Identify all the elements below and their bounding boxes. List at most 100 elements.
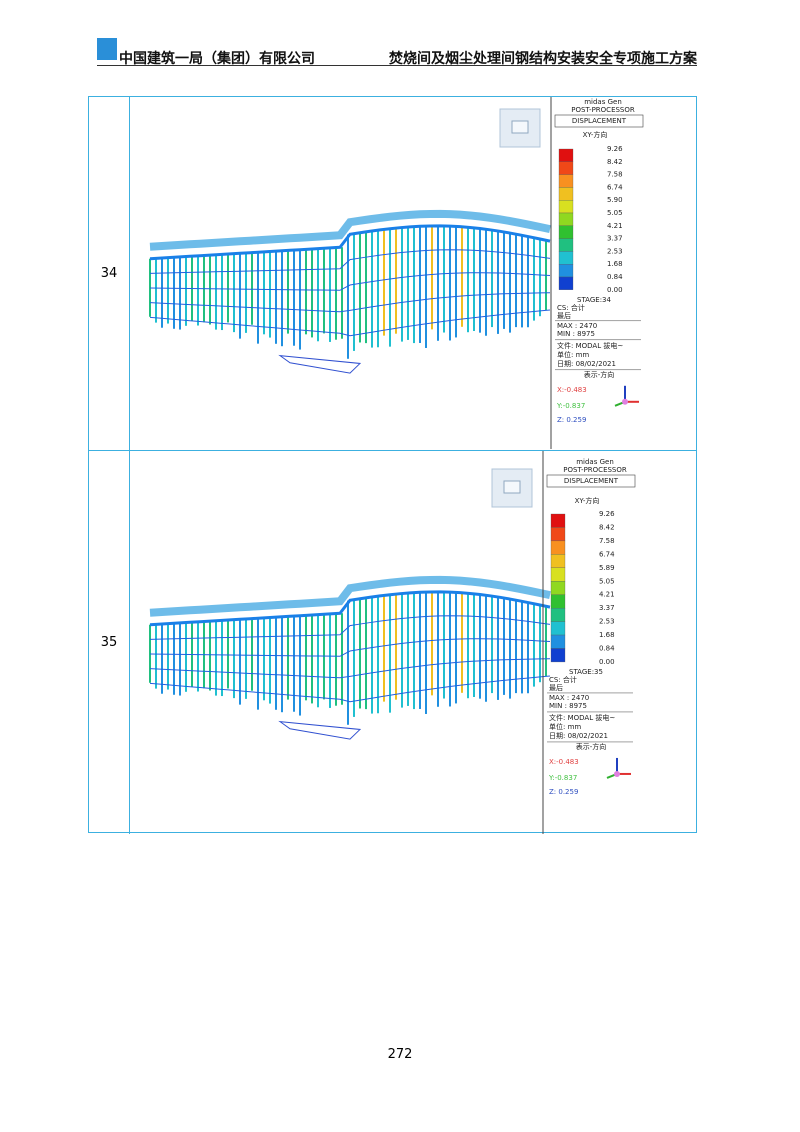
legend-swatch: [558, 148, 574, 162]
legend-swatch: [550, 540, 566, 555]
panel-component: XY-方向: [575, 496, 600, 505]
panel-z: Z: 0.259: [557, 416, 586, 424]
legend-swatch: [550, 648, 566, 663]
legend-value: 7.58: [599, 537, 615, 545]
legend-value: 1.68: [599, 631, 615, 639]
panel-step: 最后: [549, 683, 563, 692]
axis-origin: [614, 770, 620, 777]
roof: [149, 575, 551, 617]
legend-value: 1.68: [607, 260, 623, 268]
beam: [149, 249, 551, 274]
legend-swatch: [550, 567, 566, 582]
legend-swatch: [550, 634, 566, 649]
row-border: [130, 450, 696, 451]
panel-processor: POST-PROCESSOR: [563, 466, 627, 474]
axis-origin: [622, 398, 628, 405]
legend-swatch: [558, 200, 574, 214]
panel-x: X:-0.483: [557, 386, 587, 394]
legend-value: 0.00: [607, 286, 623, 294]
legend-value: 6.74: [599, 550, 615, 558]
panel-file: 文件: MODAL 拔电~: [557, 341, 623, 350]
panel-file: 文件: MODAL 拔电~: [549, 713, 615, 722]
panel-max: MAX : 2470: [549, 694, 589, 702]
legend-swatch: [550, 513, 566, 528]
legend-value: 5.90: [607, 196, 623, 204]
legend-value: 5.05: [607, 209, 623, 217]
beam: [149, 658, 551, 679]
legend-swatch: [558, 238, 574, 252]
panel-app: midas Gen: [584, 98, 622, 106]
legend-value: 4.21: [599, 591, 615, 599]
beam: [149, 675, 551, 703]
panel-date: 日期: 08/02/2021: [549, 732, 608, 740]
panel-processor: POST-PROCESSOR: [571, 106, 635, 114]
panel-y: Y:-0.837: [556, 402, 585, 410]
panel-stage: STAGE:35: [569, 668, 603, 676]
panel-result: DISPLACEMENT: [572, 117, 627, 125]
header-right: 焚烧间及烟尘处理间钢结构安装安全专项施工方案: [389, 51, 697, 67]
legend-swatch: [558, 174, 574, 188]
view-cube-top: [503, 480, 521, 494]
panel-stage: STAGE:34: [577, 296, 612, 304]
legend-value: 8.42: [607, 158, 623, 166]
panel-app: midas Gen: [576, 458, 614, 466]
legend-value: 7.58: [607, 171, 623, 179]
panel-cs: CS: 合计: [549, 675, 577, 684]
page-number: 272: [387, 1047, 413, 1062]
panel-result: DISPLACEMENT: [564, 477, 619, 485]
legend-swatch: [558, 225, 574, 239]
panel-unit: 单位: mm: [557, 350, 589, 359]
legend-value: 2.53: [607, 247, 623, 255]
beam: [149, 309, 551, 337]
legend-value: 0.00: [599, 658, 615, 666]
panel-component: XY-方向: [583, 130, 608, 139]
panel-min: MIN : 8975: [557, 330, 595, 338]
table: 34 midas Gen POST-PROCESSOR DISPLACEMENT XY-…: [88, 96, 697, 834]
legend-swatch: [550, 527, 566, 542]
header-left: 中国建筑一局（集团）有限公司: [119, 51, 315, 67]
legend-swatch: [550, 621, 566, 636]
panel-date: 日期: 08/02/2021: [557, 360, 616, 368]
legend-value: 9.26: [607, 145, 623, 153]
legend-value: 3.37: [599, 604, 615, 612]
legend-swatch: [558, 251, 574, 265]
panel-view: 表示-方向: [576, 742, 607, 751]
row-number: 34: [89, 97, 130, 450]
legend-swatch: [558, 161, 574, 175]
beam: [149, 590, 551, 627]
legend-swatch: [558, 212, 574, 226]
legend-value: 5.89: [599, 564, 615, 572]
base-plate: [278, 720, 362, 740]
view-cube-top: [511, 120, 529, 134]
beam: [149, 615, 551, 640]
legend-swatch: [558, 187, 574, 201]
beam: [149, 292, 551, 313]
beam: [149, 638, 551, 657]
legend-swatch: [558, 264, 574, 278]
legend-swatch: [558, 276, 574, 290]
legend-value: 4.21: [607, 222, 623, 230]
row-number: 35: [89, 450, 130, 834]
panel-unit: 单位: mm: [549, 722, 581, 731]
panel-min: MIN : 8975: [549, 702, 587, 710]
legend-value: 0.84: [607, 273, 623, 281]
legend-swatch: [550, 554, 566, 568]
legend-swatch: [550, 594, 566, 609]
legend-value: 9.26: [599, 510, 615, 518]
result-box: [546, 474, 636, 488]
result-box: [554, 114, 644, 128]
legend-value: 3.37: [607, 235, 623, 243]
logo: [97, 38, 117, 60]
panel-cs: CS: 合计: [557, 303, 585, 312]
legend-value: 6.74: [607, 183, 623, 191]
legend-value: 0.84: [599, 645, 615, 653]
beam: [149, 224, 551, 261]
header-rule: [97, 65, 697, 66]
legend-value: 5.05: [599, 577, 615, 585]
panel-view: 表示-方向: [584, 370, 615, 379]
roof: [149, 209, 551, 251]
panel-step: 最后: [557, 311, 571, 320]
